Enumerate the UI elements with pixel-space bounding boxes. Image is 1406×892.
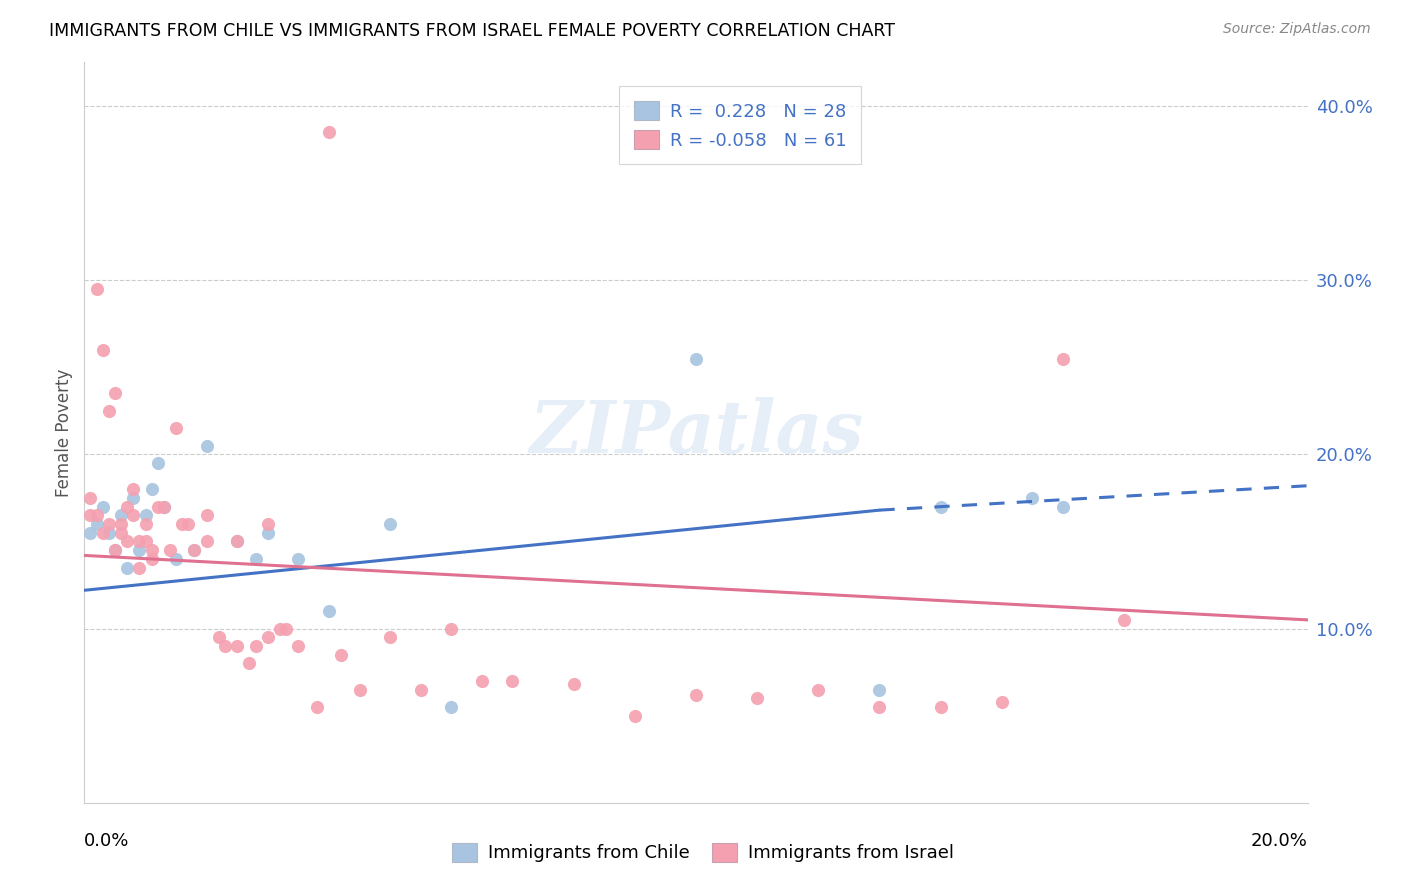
Point (141, 552, 163, 566)
Point (471, 673, 494, 688)
Point (287, 639, 309, 653)
Point (1114, 613, 1136, 627)
Point (502, 673, 524, 688)
Point (380, 517, 402, 532)
Legend: R =  0.228   N = 28, R = -0.058   N = 61: R = 0.228 N = 28, R = -0.058 N = 61 (620, 87, 860, 164)
Point (97, 517, 120, 532)
Point (159, 543, 181, 558)
Point (79, 508, 101, 523)
Point (226, 639, 249, 653)
Point (929, 500, 952, 514)
Point (318, 604, 340, 618)
Point (183, 543, 205, 558)
Point (146, 456, 169, 470)
Point (440, 700, 463, 714)
Point (128, 560, 150, 574)
Text: 0.0%: 0.0% (84, 832, 129, 850)
Point (330, 648, 353, 662)
Point (624, 708, 647, 723)
Point (86, 517, 108, 532)
Point (685, 351, 707, 366)
Point (183, 543, 205, 558)
Point (122, 482, 145, 496)
Point (97, 404, 120, 418)
Point (380, 630, 402, 644)
Point (1021, 491, 1043, 505)
Point (79, 491, 101, 505)
Y-axis label: Female Poverty: Female Poverty (55, 368, 73, 497)
Point (257, 630, 280, 644)
Point (122, 508, 145, 523)
Point (165, 552, 187, 566)
Point (115, 560, 138, 574)
Point (177, 517, 200, 532)
Point (269, 622, 291, 636)
Point (929, 700, 952, 714)
Point (226, 534, 249, 549)
Point (86, 282, 108, 296)
Point (110, 525, 132, 540)
Point (1052, 500, 1074, 514)
Point (91, 525, 114, 540)
Point (79, 525, 101, 540)
Point (165, 421, 187, 435)
Point (115, 500, 138, 514)
Point (115, 534, 138, 549)
Point (747, 691, 769, 706)
Point (869, 700, 891, 714)
Point (97, 525, 120, 540)
Legend: Immigrants from Chile, Immigrants from Israel: Immigrants from Chile, Immigrants from I… (444, 836, 962, 870)
Point (245, 639, 267, 653)
Point (991, 695, 1014, 709)
Point (128, 543, 150, 558)
Point (869, 682, 891, 697)
Point (287, 552, 309, 566)
Point (91, 500, 114, 514)
Point (141, 543, 163, 558)
Point (195, 508, 218, 523)
Text: IMMIGRANTS FROM CHILE VS IMMIGRANTS FROM ISRAEL FEMALE POVERTY CORRELATION CHART: IMMIGRANTS FROM CHILE VS IMMIGRANTS FROM… (49, 22, 896, 40)
Point (172, 517, 194, 532)
Point (409, 682, 432, 697)
Point (128, 534, 150, 549)
Point (141, 482, 163, 496)
Point (110, 508, 132, 523)
Point (214, 639, 236, 653)
Point (135, 534, 157, 549)
Text: Source: ZipAtlas.com: Source: ZipAtlas.com (1223, 22, 1371, 37)
Point (562, 677, 585, 691)
Point (226, 534, 249, 549)
Point (440, 622, 463, 636)
Point (104, 543, 127, 558)
Text: ZIPatlas: ZIPatlas (529, 397, 863, 468)
Point (104, 543, 127, 558)
Point (195, 439, 218, 453)
Point (153, 500, 176, 514)
Point (349, 682, 371, 697)
Point (238, 657, 260, 671)
Point (318, 125, 340, 139)
Point (685, 688, 707, 702)
Point (807, 682, 830, 697)
Point (1052, 351, 1074, 366)
Point (146, 500, 169, 514)
Point (91, 343, 114, 357)
Point (104, 386, 127, 401)
Point (110, 517, 132, 532)
Point (245, 552, 267, 566)
Point (257, 525, 280, 540)
Text: 20.0%: 20.0% (1251, 832, 1308, 850)
Point (135, 517, 157, 532)
Point (276, 622, 298, 636)
Point (153, 500, 176, 514)
Point (86, 508, 108, 523)
Point (195, 534, 218, 549)
Point (135, 508, 157, 523)
Point (257, 517, 280, 532)
Point (208, 630, 231, 644)
Point (305, 700, 328, 714)
Point (122, 491, 145, 505)
